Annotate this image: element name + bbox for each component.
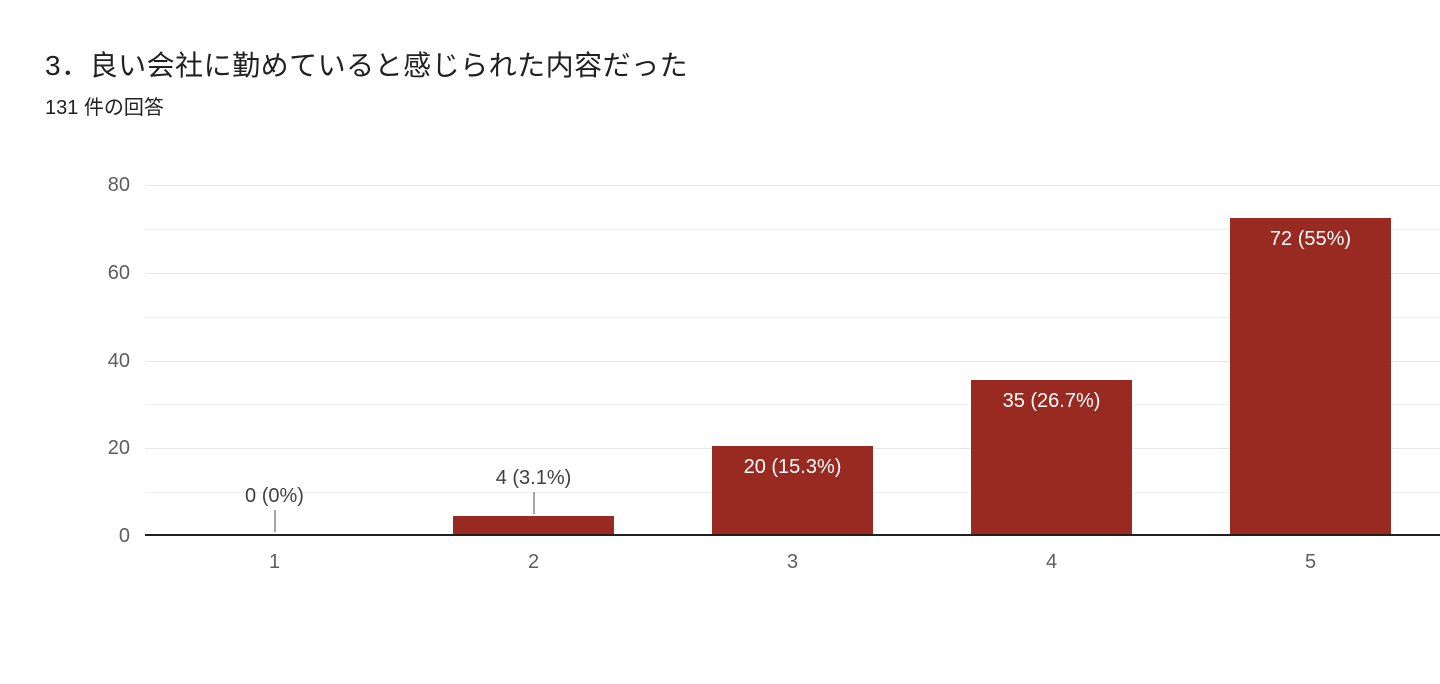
plot-area: 0 (0%) 4 (3.1%) 20 (15.3%) 35 (26.7%) 72 (55… [145, 185, 1440, 536]
x-tick-label-3: 3 [786, 551, 799, 573]
question-title: 3．良い会社に勤めていると感じられた内容だった [45, 50, 689, 81]
gridline-y-50 [145, 316, 1440, 318]
bar-5 [1230, 218, 1391, 534]
gridline-y-60 [145, 272, 1440, 274]
gridline-y-30 [145, 404, 1440, 406]
y-tick-label-0: 0 [118, 525, 130, 547]
label-callout-line-2 [532, 492, 535, 515]
x-tick-label-5: 5 [1304, 551, 1317, 573]
bar-value-label-2: 4 (3.1%) [495, 467, 572, 490]
x-axis: 1 2 3 4 5 [145, 550, 1440, 580]
response-count: 131 件の回答 [45, 97, 164, 119]
x-tick-label-2: 2 [527, 551, 540, 573]
y-tick-label-20: 20 [107, 437, 130, 460]
bar-value-label-3: 20 (15.3%) [743, 456, 842, 479]
y-tick-label-60: 60 [107, 261, 130, 284]
x-tick-label-1: 1 [268, 551, 281, 573]
gridline-y-70 [145, 228, 1440, 230]
label-callout-line-1 [273, 510, 276, 532]
bar-value-label-1: 0 (0%) [245, 485, 304, 507]
bar-3 [712, 446, 873, 534]
bar-value-label-4: 35 (26.7%) [1002, 390, 1101, 413]
gridline-y-40 [145, 360, 1440, 362]
bar-2 [453, 516, 614, 534]
bar-4 [971, 380, 1132, 534]
gridline-y-80 [145, 185, 1440, 186]
x-tick-label-4: 4 [1045, 551, 1058, 573]
bar-value-label-5: 72 (55%) [1269, 228, 1352, 251]
y-tick-label-40: 40 [107, 349, 130, 372]
y-axis: 0 20 40 60 80 [0, 175, 130, 546]
y-tick-label-80: 80 [107, 174, 130, 196]
